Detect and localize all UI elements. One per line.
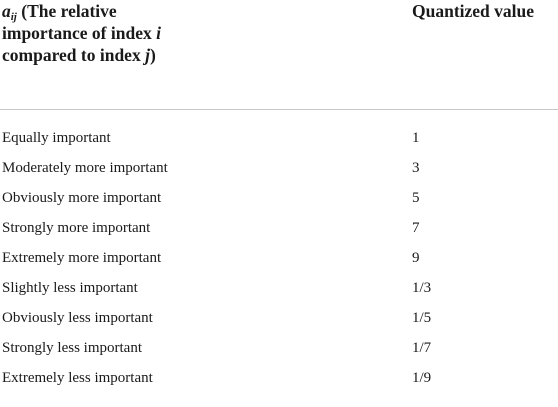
- table-cell: 1/5: [412, 310, 432, 326]
- table-cell: Strongly less important: [2, 340, 142, 356]
- table-row: Obviously less important 1/5: [0, 303, 558, 333]
- table-cell: Extremely less important: [2, 370, 153, 386]
- table-row: Extremely more important 9: [0, 243, 558, 273]
- header-subscript: ij: [10, 11, 17, 23]
- header-part: a: [2, 1, 11, 21]
- header-rule: [0, 109, 558, 110]
- table-cell: 1/7: [412, 340, 432, 356]
- table-row: Extremely less important 1/9: [0, 363, 558, 393]
- table-cell: 9: [412, 250, 420, 266]
- table-cell: 1/3: [412, 280, 432, 296]
- table-row: Equally important 1: [0, 123, 558, 153]
- table-row: Slightly less important 1/3: [0, 273, 558, 303]
- table-cell: 1: [412, 130, 420, 146]
- table-row: Strongly less important 1/7: [0, 333, 558, 363]
- table-cell: 3: [412, 160, 420, 176]
- table-cell: Strongly more important: [2, 220, 151, 236]
- table-cell: Extremely more important: [2, 250, 162, 266]
- header-cell: Quantized value: [412, 1, 535, 21]
- header-part: compared to index: [2, 45, 146, 65]
- header-part: ): [149, 45, 156, 65]
- table-row: Obviously more important 5: [0, 183, 558, 213]
- table-cell: Moderately more important: [2, 160, 168, 176]
- header-part: j: [145, 45, 150, 65]
- table-cell: 7: [412, 220, 420, 236]
- table-cell: 5: [412, 190, 420, 206]
- table-cell: 1/9: [412, 370, 432, 386]
- table-cell: Obviously more important: [2, 190, 162, 206]
- header-part: i: [156, 23, 161, 43]
- header-part: (The relative importance of index: [2, 1, 157, 43]
- table-row: Strongly more important 7: [0, 213, 558, 243]
- table-cell: Equally important: [2, 130, 111, 146]
- table-row: Moderately more important 3: [0, 153, 558, 183]
- table-cell: Slightly less important: [2, 280, 138, 296]
- header-cell: aij (The relative importance of index i …: [2, 0, 202, 66]
- table-cell: Obviously less important: [2, 310, 153, 326]
